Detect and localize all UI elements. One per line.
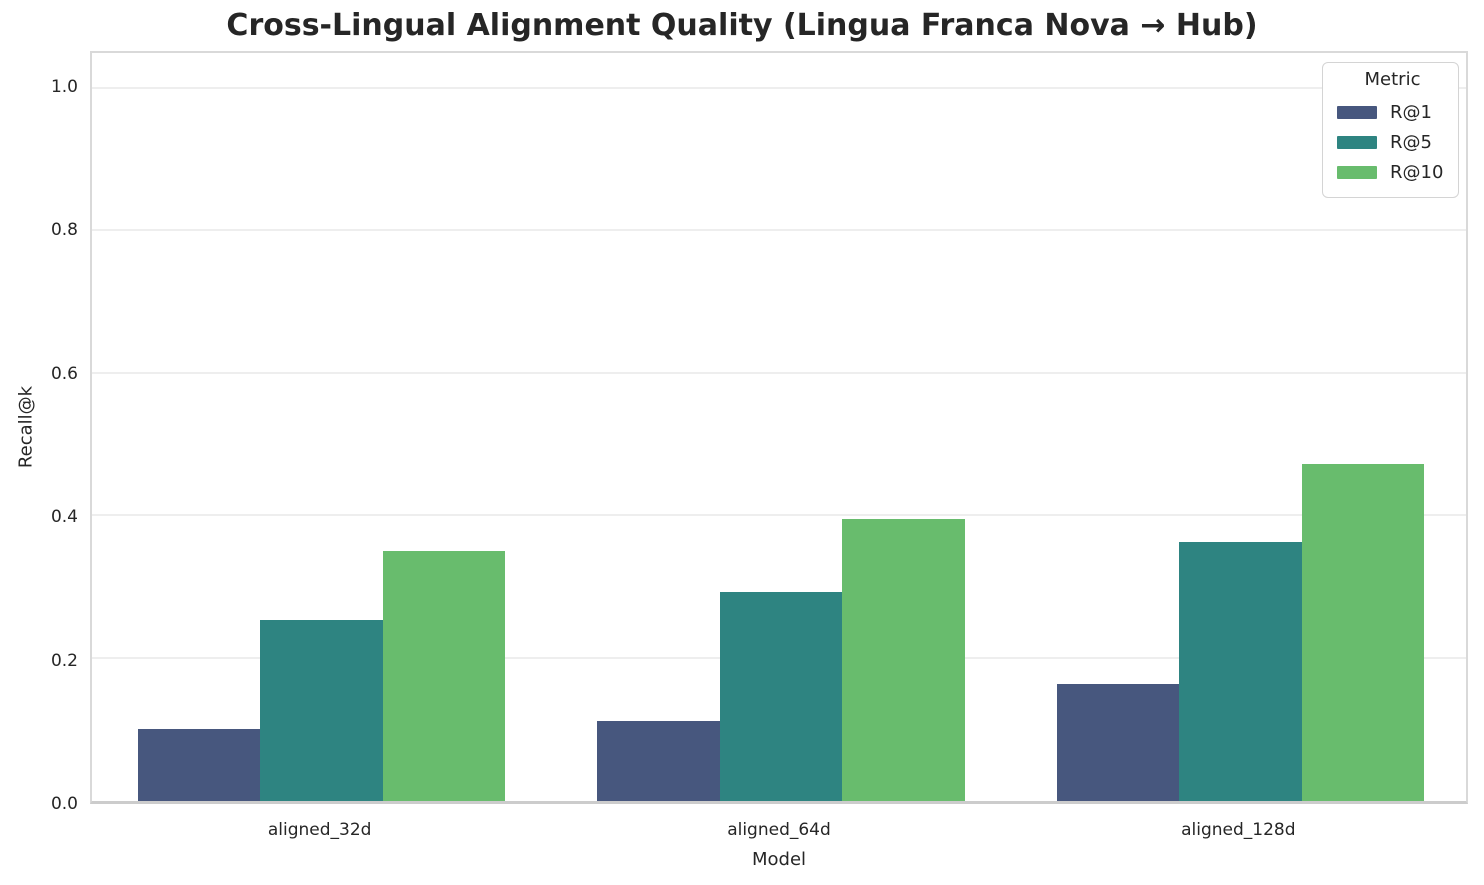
legend-swatch-icon xyxy=(1337,105,1377,119)
legend-title: Metric xyxy=(1364,69,1421,90)
x-axis-label: Model xyxy=(751,849,807,870)
bar-aligned_128d-R@5 xyxy=(1179,542,1302,801)
gridline xyxy=(92,229,1466,232)
legend-item-R@1: R@1 xyxy=(1337,97,1448,127)
y-tick-label: 0.6 xyxy=(50,363,78,384)
y-tick-label: 0.2 xyxy=(50,650,78,671)
legend-swatch-icon xyxy=(1337,135,1377,149)
gridline xyxy=(92,86,1466,89)
y-axis-label: Recall@k xyxy=(15,385,37,469)
legend-item-R@10: R@10 xyxy=(1337,157,1448,187)
legend-label: R@5 xyxy=(1390,131,1432,153)
bar-aligned_64d-R@10 xyxy=(842,519,965,801)
plot-area xyxy=(90,51,1468,804)
legend: Metric R@1 R@5 R@10 xyxy=(1322,62,1459,198)
bar-aligned_32d-R@5 xyxy=(260,619,383,801)
x-tick-label-aligned_32d: aligned_32d xyxy=(267,820,372,840)
y-tick-label: 0.0 xyxy=(50,794,78,814)
gridline xyxy=(92,371,1466,374)
bar-aligned_32d-R@10 xyxy=(382,550,506,801)
legend-label: R@10 xyxy=(1390,161,1444,183)
bar-aligned_32d-R@1 xyxy=(137,729,261,801)
y-tick-label: 1.0 xyxy=(50,76,78,97)
legend-swatch-icon xyxy=(1337,165,1377,179)
x-tick-label-aligned_64d: aligned_64d xyxy=(727,820,831,840)
legend-items: R@1 R@5 R@10 xyxy=(1337,97,1448,187)
gridline xyxy=(92,514,1466,517)
legend-item-R@5: R@5 xyxy=(1337,127,1448,157)
bar-aligned_64d-R@1 xyxy=(597,720,720,801)
bar-aligned_64d-R@5 xyxy=(719,592,843,801)
bar-aligned_128d-R@10 xyxy=(1301,463,1425,801)
y-tick-label: 0.8 xyxy=(50,220,78,241)
legend-label: R@1 xyxy=(1390,101,1432,123)
chart-title: Cross-Lingual Alignment Quality (Lingua … xyxy=(226,8,1258,43)
y-tick-label: 0.4 xyxy=(50,507,78,528)
x-tick-label-aligned_128d: aligned_128d xyxy=(1181,820,1296,840)
bar-aligned_128d-R@1 xyxy=(1056,684,1180,801)
